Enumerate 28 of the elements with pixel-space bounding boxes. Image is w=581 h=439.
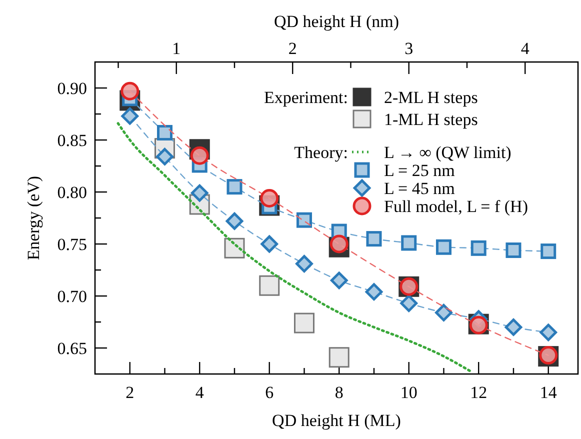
x-axis-title: QD height H (ML) — [272, 411, 401, 430]
legend-label: L = 45 nm — [384, 179, 455, 198]
y-tick-label: 0.75 — [57, 235, 87, 254]
legend-label: Full model, L = f (H) — [384, 197, 528, 216]
x2-tick-label: 1 — [172, 39, 181, 58]
annotation: Experiment: — [264, 88, 348, 107]
y-tick-label: 0.85 — [57, 131, 87, 150]
x-tick-label: 6 — [265, 383, 274, 402]
y-tick-label: 0.65 — [57, 339, 87, 358]
legend-label: L → ∞ (QW limit) — [384, 143, 512, 162]
x2-tick-label: 2 — [288, 39, 297, 58]
y-tick-label: 0.80 — [57, 183, 87, 202]
x-tick-label: 8 — [334, 383, 344, 402]
x-tick-label: 12 — [470, 383, 488, 402]
legend-label: 1-ML H steps — [384, 110, 478, 129]
x2-tick-label: 3 — [404, 39, 414, 58]
x2-axis-title: QD height H (nm) — [274, 12, 400, 31]
legend-label: L = 25 nm — [384, 161, 455, 180]
y-tick-label: 0.90 — [57, 79, 87, 98]
x-tick-label: 2 — [126, 383, 134, 402]
x-tick-label: 14 — [540, 383, 558, 402]
y-tick-label: 0.70 — [57, 287, 87, 306]
annotation: Theory: — [294, 143, 348, 162]
y-axis-title: Energy (eV) — [24, 176, 43, 260]
x-tick-label: 10 — [400, 383, 418, 402]
legend-label: 2-ML H steps — [384, 88, 478, 107]
x2-tick-label: 4 — [520, 39, 530, 58]
x-tick-label: 4 — [195, 383, 204, 402]
